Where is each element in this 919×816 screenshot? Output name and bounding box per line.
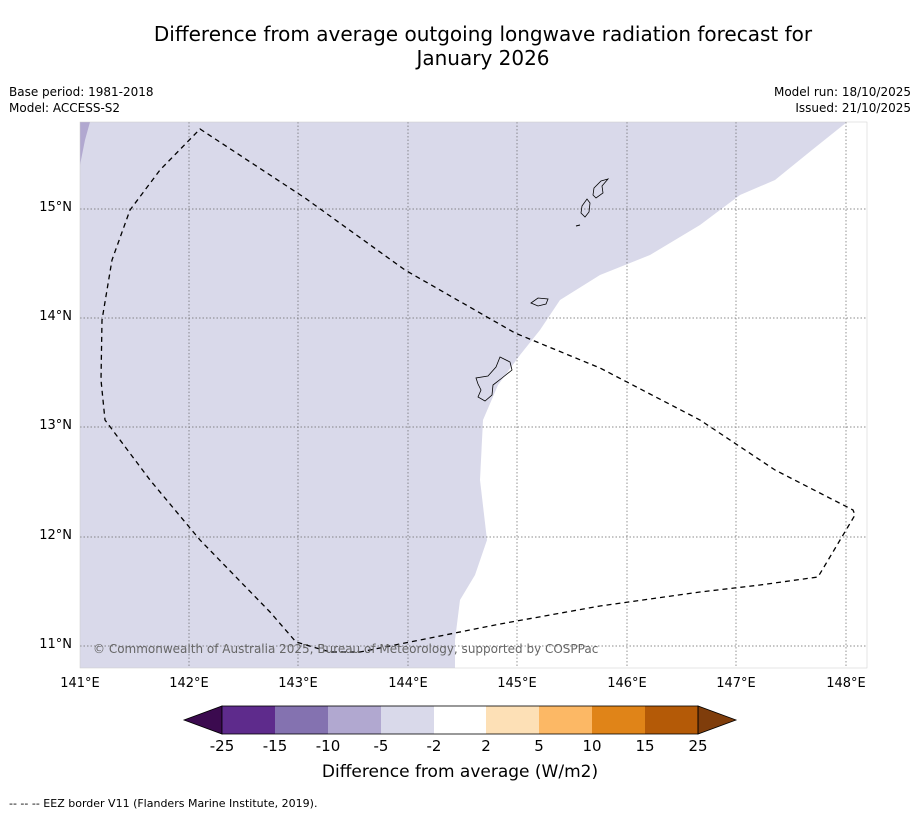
chart-title: Difference from average outgoing longwav… xyxy=(0,22,919,70)
colorbar-label: Difference from average (W/m2) xyxy=(321,762,599,782)
colorbar-tick: 10 xyxy=(582,737,602,755)
lat-label: 11°N xyxy=(39,637,72,652)
colorbar-tick: 15 xyxy=(635,737,655,755)
lon-label: 147°E xyxy=(716,676,756,691)
lat-label: 12°N xyxy=(39,528,72,543)
colorbar-tick: -5 xyxy=(373,737,389,755)
issued-date: Issued: 21/10/2025 xyxy=(795,101,911,115)
map-frame xyxy=(79,121,868,669)
lon-label: 142°E xyxy=(169,676,209,691)
colorbar-tick: -25 xyxy=(209,737,235,755)
model-run: Model run: 18/10/2025 xyxy=(773,85,911,99)
lat-label: 13°N xyxy=(39,418,72,433)
lon-label: 148°E xyxy=(826,676,866,691)
meta-right: Model run: 18/10/2025 Issued: 21/10/2025 xyxy=(774,84,911,116)
colorbar-tick: 5 xyxy=(534,737,544,755)
lat-label: 14°N xyxy=(39,309,72,324)
lat-label: 15°N xyxy=(39,200,72,215)
lon-label: 141°E xyxy=(60,676,100,691)
island-guam xyxy=(475,356,513,402)
anomaly-region-neg2-to-neg5 xyxy=(80,122,847,668)
base-period: Base period: 1981-2018 xyxy=(9,85,154,99)
title-line-2: January 2026 xyxy=(416,46,550,70)
meta-left: Base period: 1981-2018 Model: ACCESS-S2 xyxy=(9,84,154,116)
island-rota xyxy=(530,297,549,307)
lon-label: 143°E xyxy=(278,676,318,691)
colorbar-tick: 25 xyxy=(688,737,708,755)
colorbar-tick: 2 xyxy=(481,737,491,755)
gridlines xyxy=(80,122,867,668)
lon-label: 145°E xyxy=(497,676,537,691)
eez-border xyxy=(100,128,856,653)
copyright-text: © Commonwealth of Australia 2025, Bureau… xyxy=(93,642,598,656)
model-name: Model: ACCESS-S2 xyxy=(9,101,121,115)
colorbar-tick: -15 xyxy=(262,737,288,755)
title-line-1: Difference from average outgoing longwav… xyxy=(153,22,813,46)
island-aguijan xyxy=(575,224,581,227)
colorbar-tick: -10 xyxy=(315,737,341,755)
lon-label: 144°E xyxy=(388,676,428,691)
lon-label: 146°E xyxy=(607,676,647,691)
colorbar-tick: -2 xyxy=(426,737,442,755)
island-tinian xyxy=(580,198,591,218)
island-saipan xyxy=(592,178,610,199)
anomaly-region-neg5-to-neg10 xyxy=(80,122,90,165)
eez-legend: -- -- -- EEZ border V11 (Flanders Marine… xyxy=(9,797,318,810)
